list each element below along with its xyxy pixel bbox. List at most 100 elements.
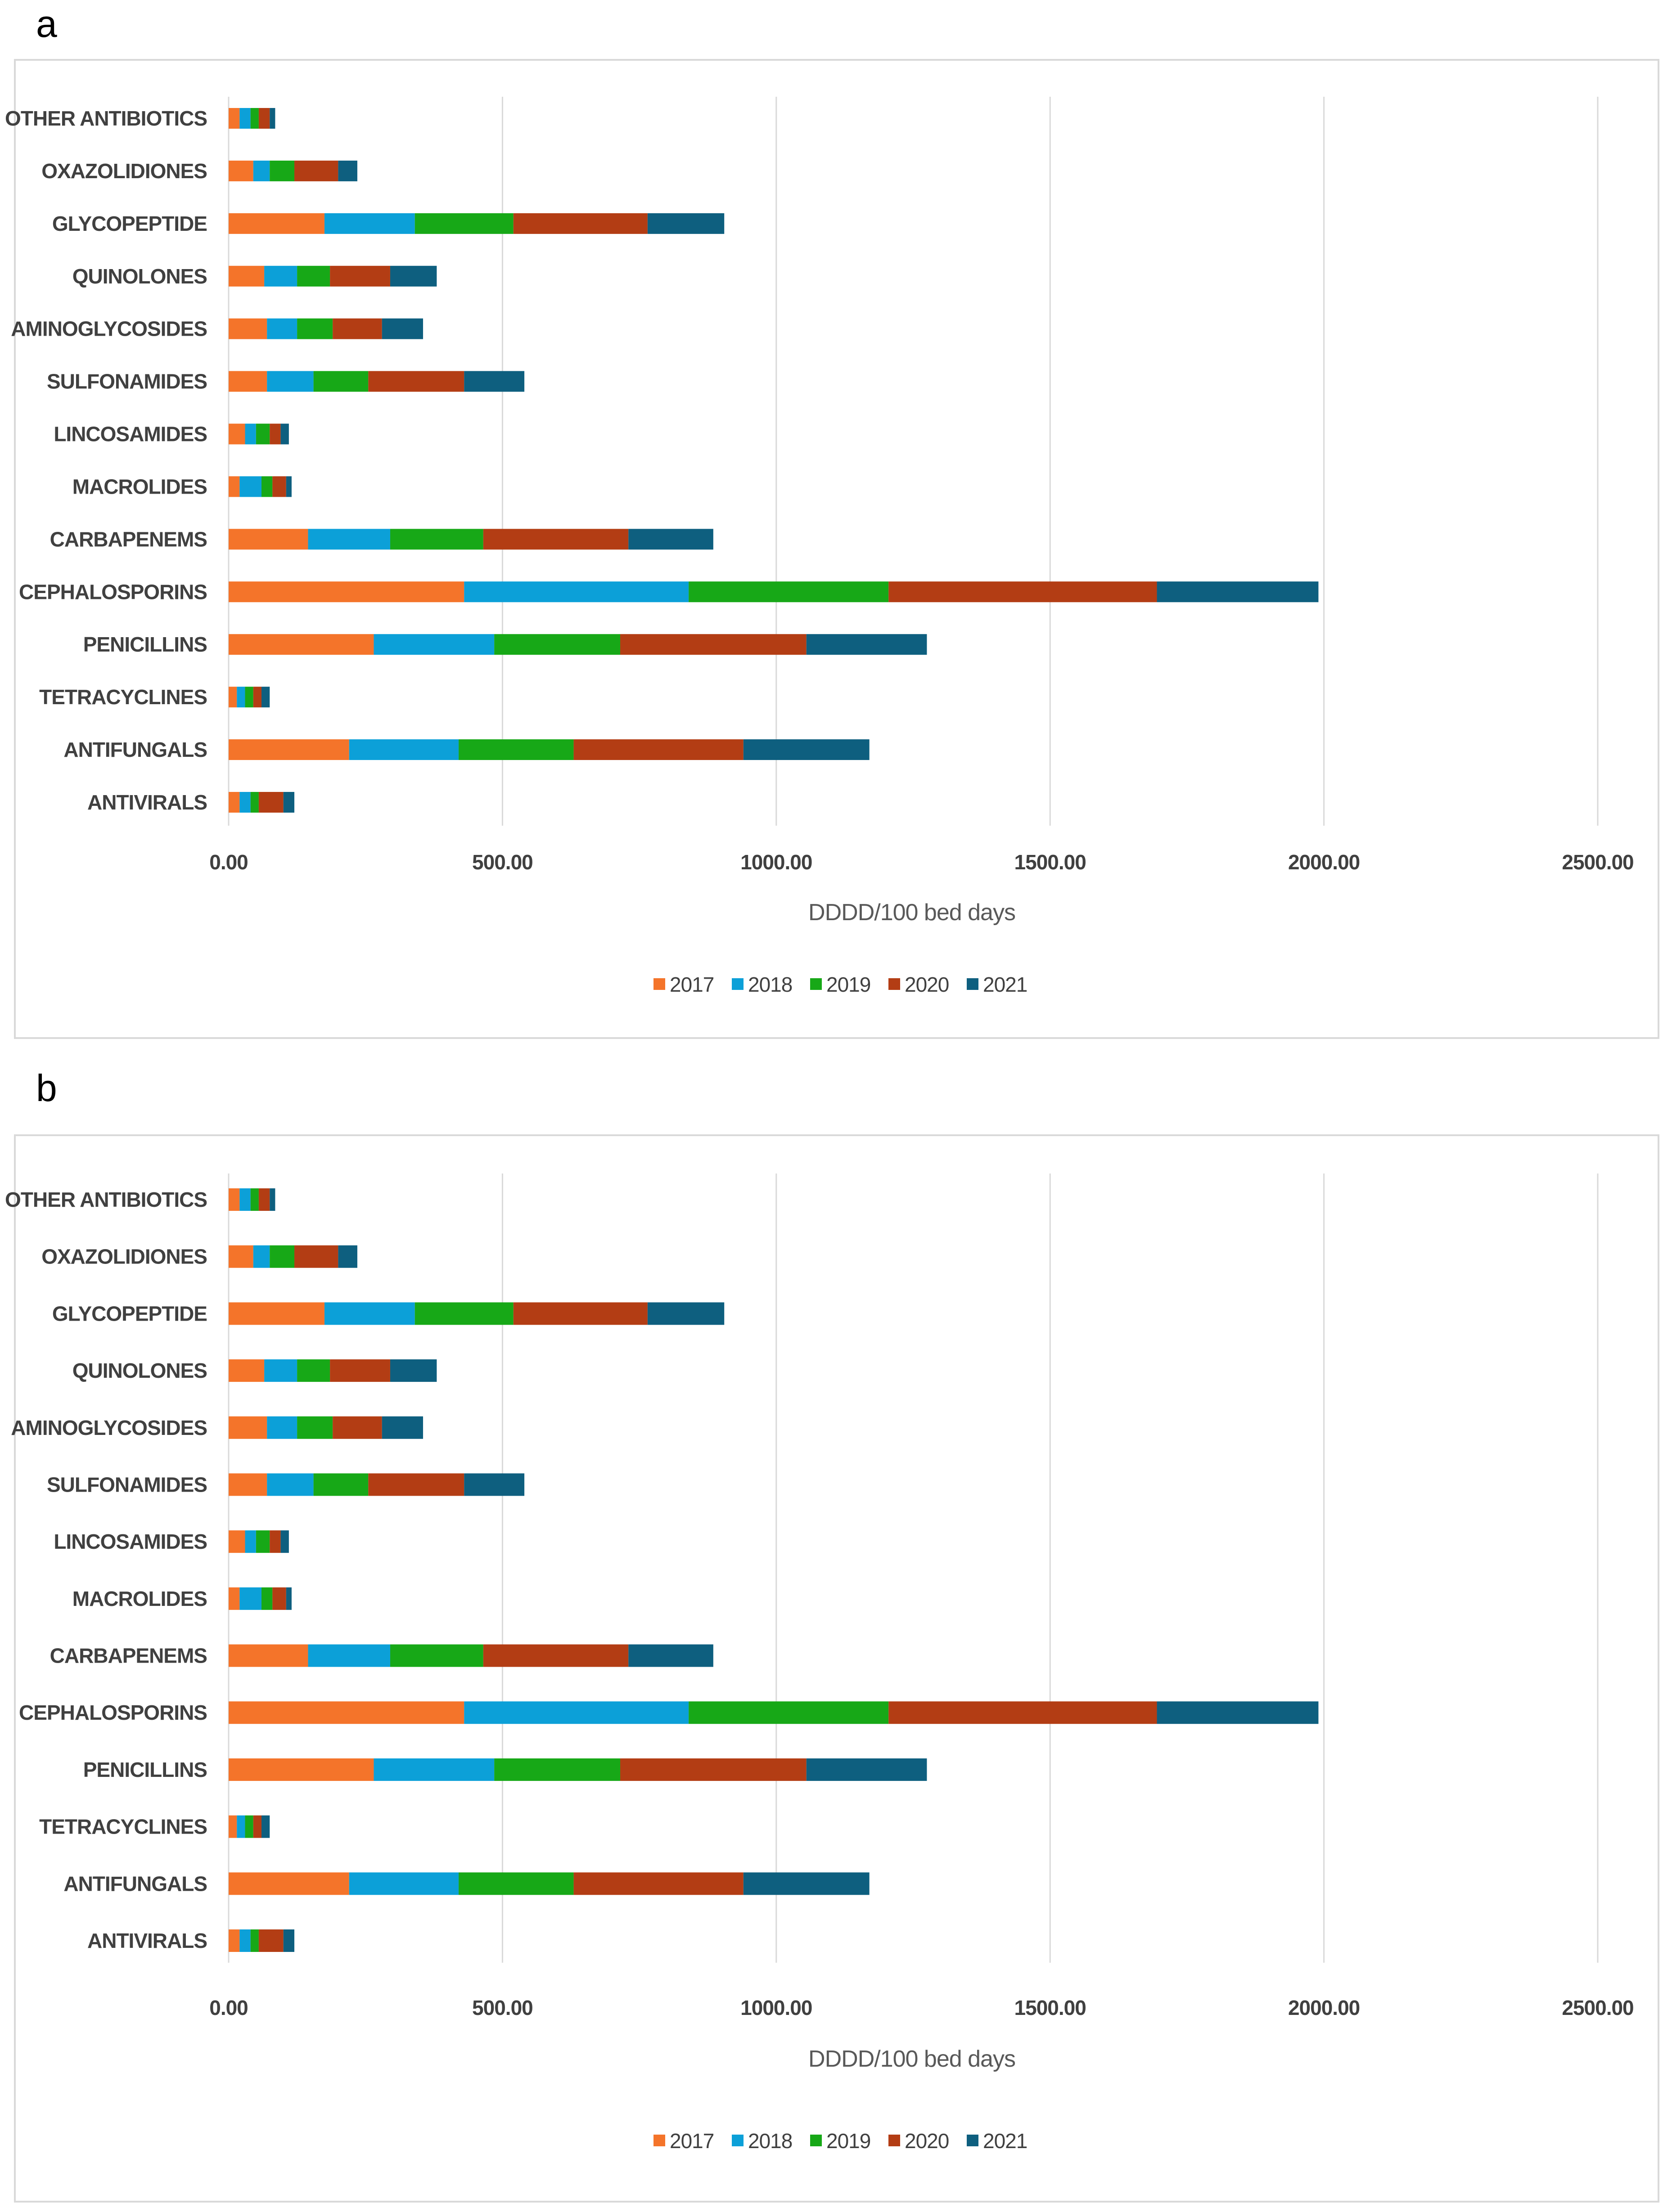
- panel-b-category-label: CARBAPENEMS: [50, 1644, 207, 1668]
- panel-a-bar-segment-2017: [229, 687, 237, 708]
- panel-b-bar-segment-2020: [368, 1473, 464, 1496]
- panel-a-legend-label-2018: 2018: [748, 973, 792, 996]
- panel-b-bar-segment-2021: [280, 1530, 289, 1553]
- panel-a-x-axis-title: DDDD/100 bed days: [808, 899, 1015, 926]
- panel-b-bar-segment-2021: [628, 1644, 713, 1667]
- panel-a-bar-segment-2019: [261, 476, 273, 497]
- panel-a-bar-segment-2017: [229, 792, 240, 813]
- panel-a-bar-segment-2019: [494, 634, 621, 655]
- panel-a-x-tick-label: 500.00: [472, 850, 533, 874]
- panel-a-x-tick-label: 1000.00: [740, 850, 812, 874]
- panel-b-bar-segment-2021: [261, 1815, 270, 1838]
- panel-a-bar-segment-2019: [390, 529, 483, 550]
- panel-a-bar-segment-2018: [239, 476, 262, 497]
- panel-a-bar-segment-2020: [330, 265, 390, 287]
- panel-b-category-label: ANTIFUNGALS: [63, 1872, 207, 1895]
- panel-b-bar-segment-2020: [573, 1872, 744, 1895]
- panel-b-bar-segment-2018: [245, 1530, 256, 1553]
- panel-a-bar-segment-2019: [689, 581, 889, 602]
- panel-a-legend-swatch-2019: [810, 978, 822, 990]
- panel-a-bar-segment-2017: [229, 634, 374, 655]
- panel-b-bar-segment-2019: [261, 1587, 273, 1610]
- panel-b-category-label: ANTIVIRALS: [87, 1929, 207, 1952]
- panel-a-legend-label-2017: 2017: [670, 973, 714, 996]
- panel-a-bar-segment-2020: [253, 687, 262, 708]
- panel-a-category-label: SULFONAMIDES: [47, 370, 207, 393]
- panel-b-bar-segment-2017: [229, 1872, 349, 1895]
- panel-b-bar-segment-2020: [258, 1929, 284, 1952]
- panel-b-bar-segment-2019: [689, 1701, 889, 1724]
- panel-a-legend-swatch-2021: [967, 978, 978, 990]
- panel-b-bar-segment-2018: [239, 1587, 262, 1610]
- panel-b-category-label: AMINOGLYCOSIDES: [11, 1416, 207, 1439]
- panel-a-bar-segment-2020: [333, 318, 382, 339]
- panel-a-bar-segment-2017: [229, 108, 240, 129]
- panel-a-bar-segment-2017: [229, 529, 308, 550]
- panel-b-legend-label-2017: 2017: [670, 2129, 714, 2153]
- panel-b-category-label: LINCOSAMIDES: [54, 1530, 207, 1553]
- panel-b-bar-segment-2018: [374, 1758, 495, 1781]
- panel-a-bar-segment-2019: [297, 318, 333, 339]
- panel-a-bar-segment-2019: [250, 792, 259, 813]
- panel-b-frame: [14, 1134, 1659, 2203]
- panel-a-bar-segment-2020: [513, 213, 648, 234]
- panel-b-category-label: GLYCOPEPTIDE: [52, 1302, 207, 1325]
- panel-a-bar-segment-2019: [245, 687, 253, 708]
- panel-a-bar-segment-2021: [261, 687, 270, 708]
- panel-a-bar-segment-2018: [267, 318, 297, 339]
- panel-b-bar-segment-2018: [253, 1245, 270, 1268]
- panel-a-bar-segment-2020: [368, 371, 464, 392]
- panel-a-bar-segment-2021: [743, 739, 870, 760]
- panel-b-legend-label-2018: 2018: [748, 2129, 792, 2153]
- panel-a-bar-segment-2018: [237, 687, 245, 708]
- panel-b-bar-segment-2018: [349, 1872, 459, 1895]
- panel-b-bar-segment-2019: [297, 1359, 330, 1382]
- panel-a-bar-segment-2017: [229, 318, 267, 339]
- panel-a-x-tick-label: 1500.00: [1014, 850, 1086, 874]
- panel-a-bar-segment-2019: [297, 265, 330, 287]
- panel-b-bar-segment-2017: [229, 1644, 308, 1667]
- panel-a-bar-segment-2018: [349, 739, 459, 760]
- panel-a-bar-segment-2021: [280, 423, 289, 445]
- panel-b-bar-segment-2018: [264, 1359, 297, 1382]
- panel-a-bar-segment-2020: [294, 160, 338, 181]
- panel-b-category-label: PENICILLINS: [83, 1758, 207, 1781]
- panel-a-legend-swatch-2020: [888, 978, 900, 990]
- panel-a-bar-segment-2021: [283, 792, 295, 813]
- panel-a-bar-segment-2021: [464, 371, 525, 392]
- panel-b-bar-segment-2018: [237, 1815, 245, 1838]
- panel-b-bar-segment-2020: [270, 1530, 281, 1553]
- panel-a-bar-segment-2019: [256, 423, 270, 445]
- panel-b-x-tick-label: 2000.00: [1288, 1996, 1360, 2019]
- panel-b-category-label: CEPHALOSPORINS: [19, 1701, 207, 1724]
- panel-a-legend-label-2021: 2021: [983, 973, 1027, 996]
- panel-a-bar-segment-2018: [308, 529, 390, 550]
- panel-b-legend-swatch-2019: [810, 2135, 822, 2146]
- panel-b-bar-segment-2017: [229, 1416, 267, 1439]
- panel-a-bar-segment-2020: [888, 581, 1157, 602]
- panel-a-bar-segment-2017: [229, 476, 240, 497]
- panel-b-bar-segment-2017: [229, 1302, 324, 1325]
- panel-b-bar-segment-2020: [253, 1815, 262, 1838]
- panel-b-legend-swatch-2020: [888, 2135, 900, 2146]
- panel-a-bar-segment-2019: [415, 213, 514, 234]
- panel-b-legend-swatch-2018: [732, 2135, 744, 2146]
- panel-b-category-label: TETRACYCLINES: [39, 1815, 207, 1839]
- panel-a-bar-segment-2021: [628, 529, 713, 550]
- panel-b-bar-segment-2020: [620, 1758, 807, 1781]
- panel-a-bar-segment-2018: [374, 634, 495, 655]
- panel-b-bar-segment-2018: [464, 1701, 689, 1724]
- panel-b-bar-segment-2021: [806, 1758, 927, 1781]
- panel-b-bar-segment-2018: [308, 1644, 390, 1667]
- panel-b-bar-segment-2019: [459, 1872, 574, 1895]
- panel-a-category-label: MACROLIDES: [72, 475, 207, 498]
- panel-a-category-label: CARBAPENEMS: [50, 527, 207, 551]
- panel-a-category-label: OXAZOLIDIONES: [41, 159, 207, 183]
- panel-a-bar-segment-2020: [573, 739, 744, 760]
- panel-b-bar-segment-2017: [229, 1758, 374, 1781]
- panel-a-bar-segment-2019: [250, 108, 259, 129]
- panel-a-bar-segment-2019: [270, 160, 295, 181]
- panel-a-bar-segment-2018: [324, 213, 415, 234]
